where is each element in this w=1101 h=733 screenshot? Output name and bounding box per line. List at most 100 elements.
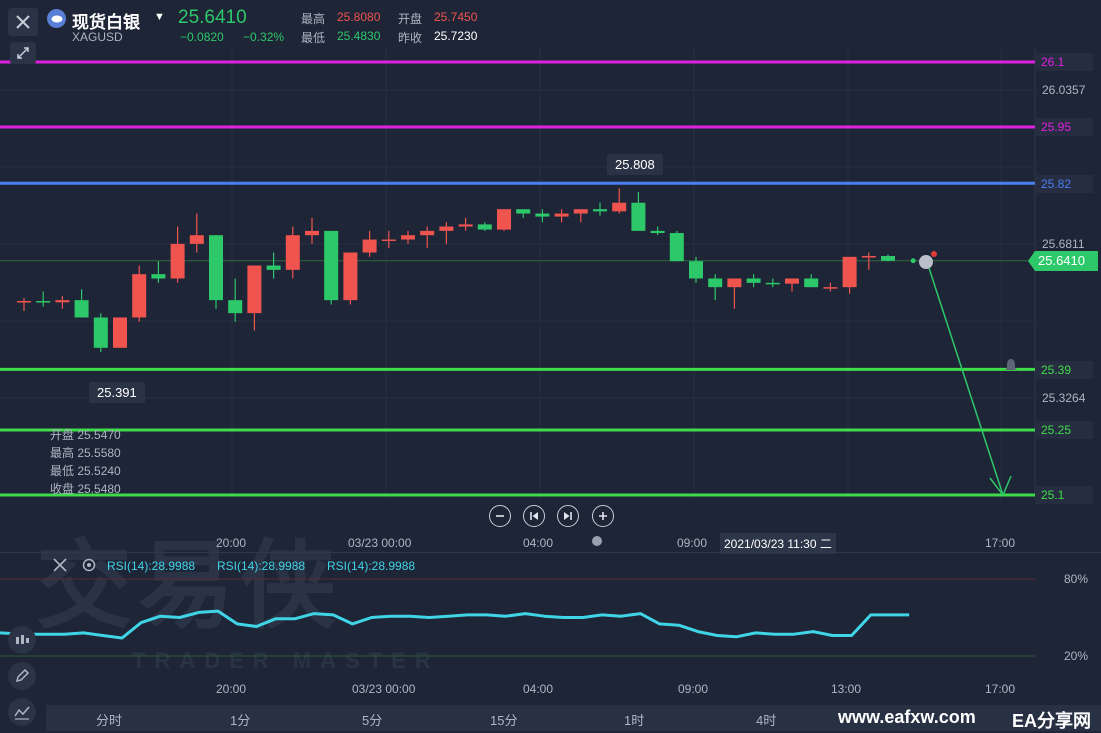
candle-body	[765, 282, 780, 285]
watermark-logo-text: 交易侠	[36, 533, 342, 640]
candle-body	[401, 235, 415, 240]
price-axis-tick: 25.3264	[1042, 391, 1086, 405]
open-value: 25.7450	[434, 10, 478, 24]
candlestick-tool-icon[interactable]	[8, 626, 36, 654]
candle-body	[439, 226, 454, 231]
rsi-settings-icon[interactable]	[81, 557, 97, 578]
rsi-close-icon[interactable]	[53, 558, 67, 577]
price-line-tag[interactable]: 25.25	[1035, 421, 1093, 439]
timeframe-tab[interactable]: 1时	[624, 713, 645, 728]
x-axis-label: 20:00	[216, 536, 247, 550]
indicator-tool-icon[interactable]	[8, 698, 36, 726]
expand-button[interactable]	[10, 42, 36, 64]
candle-body	[842, 256, 857, 288]
timeframe-tab[interactable]: 1分	[230, 713, 251, 728]
candle-body	[573, 209, 588, 214]
candle-body	[669, 233, 684, 262]
candle-body	[55, 300, 70, 303]
x-axis-label: 09:00	[677, 536, 708, 550]
candle-body	[612, 202, 627, 212]
low-value: 25.4830	[337, 29, 381, 43]
rsi-x-label: 17:00	[985, 682, 1016, 696]
price-axis-tick: 25.6811	[1042, 237, 1085, 251]
rsi-x-label: 20:00	[216, 682, 247, 696]
price-line-tag[interactable]: 26.1	[1035, 53, 1093, 71]
scroll-start-button[interactable]	[523, 505, 545, 527]
symbol-dropdown-caret-icon[interactable]: ▼	[154, 11, 165, 23]
candle-body	[554, 213, 569, 217]
rsi-x-label: 04:00	[523, 682, 554, 696]
site-watermark-name: EA分享网	[1012, 711, 1092, 731]
timeframe-tab[interactable]: 15分	[490, 713, 518, 728]
rsi-level-low: 20%	[1064, 649, 1089, 663]
candle-body	[113, 317, 127, 348]
x-axis-label: 17:00	[985, 536, 1016, 550]
x-axis-label: 04:00	[523, 536, 554, 550]
price-line-tag[interactable]: 25.1	[1035, 486, 1093, 504]
crosshair-time-label: 2021/03/23 11:30 二	[720, 533, 836, 554]
candle-body	[881, 255, 895, 261]
candle-body	[209, 235, 223, 301]
crosshair-dot-icon	[592, 536, 602, 546]
timeframe-bar	[46, 705, 1101, 731]
rsi-x-label: 03/23 00:00	[352, 682, 416, 696]
candle-body	[804, 278, 819, 288]
candle-body	[650, 230, 665, 234]
timeframe-tab[interactable]: 5分	[362, 713, 383, 728]
current-price-tag: 25.6410	[1028, 251, 1098, 271]
candle-body	[170, 243, 185, 279]
main-chart[interactable]	[0, 48, 1036, 528]
watermark-sub-text: TRADER MASTER	[132, 648, 440, 673]
zoom-out-button[interactable]	[489, 505, 511, 527]
high-value: 25.8080	[337, 10, 381, 24]
candle-body	[132, 274, 147, 318]
rsi-x-label: 13:00	[831, 682, 862, 696]
last-price: 25.6410	[178, 7, 247, 28]
price-line-tag[interactable]: 25.95	[1035, 118, 1093, 136]
candle-body	[74, 300, 89, 318]
candle-body	[17, 301, 31, 303]
expand-icon	[17, 47, 29, 59]
zoom-in-button[interactable]	[592, 505, 614, 527]
candle-body	[189, 235, 204, 244]
candle-body	[420, 230, 435, 236]
candle-body	[381, 239, 396, 242]
candle-close: 收盘 25.5480	[50, 482, 121, 496]
candle-body	[228, 300, 243, 314]
candle-body	[708, 278, 723, 288]
scroll-end-button[interactable]	[557, 505, 579, 527]
symbol-name[interactable]: 现货白银	[72, 13, 140, 32]
skip-back-icon	[530, 512, 538, 520]
alert-bell-icon[interactable]	[1003, 357, 1019, 378]
rsi-level-high: 80%	[1064, 572, 1089, 586]
candle-body	[497, 209, 511, 230]
price-line-tag[interactable]: 25.82	[1035, 175, 1093, 193]
price-change-pct: −0.32%	[243, 30, 285, 44]
close-icon	[16, 15, 30, 29]
site-watermark-url: www.eafxw.com	[838, 707, 976, 727]
candle-body	[324, 230, 339, 301]
candle-body	[285, 235, 300, 270]
last-tick-dot	[910, 258, 916, 264]
price-line-tag[interactable]: 25.39	[1035, 361, 1093, 379]
timeframe-tab[interactable]: 4时	[756, 713, 777, 728]
info-marker-dot	[931, 251, 937, 257]
candle-low: 最低 25.5240	[50, 464, 121, 478]
candle-open: 开盘 25.5470	[50, 428, 121, 442]
skip-forward-icon	[564, 512, 572, 520]
candle-body	[151, 274, 166, 279]
low-label: 最低	[301, 31, 326, 45]
candle-body	[823, 287, 838, 289]
draw-pen-icon[interactable]	[8, 662, 36, 690]
candle-body	[746, 278, 761, 283]
rsi-panel[interactable]	[0, 552, 1101, 703]
rsi-label: RSI(14):28.9988	[107, 559, 196, 573]
timeframe-tab[interactable]: 分时	[96, 713, 123, 728]
close-button[interactable]	[8, 8, 38, 36]
candle-body	[362, 239, 377, 253]
minus-icon	[496, 515, 504, 517]
candle-body	[93, 317, 108, 348]
rsi-line	[0, 609, 910, 640]
candle-body	[266, 265, 281, 270]
candle-body	[305, 230, 319, 236]
